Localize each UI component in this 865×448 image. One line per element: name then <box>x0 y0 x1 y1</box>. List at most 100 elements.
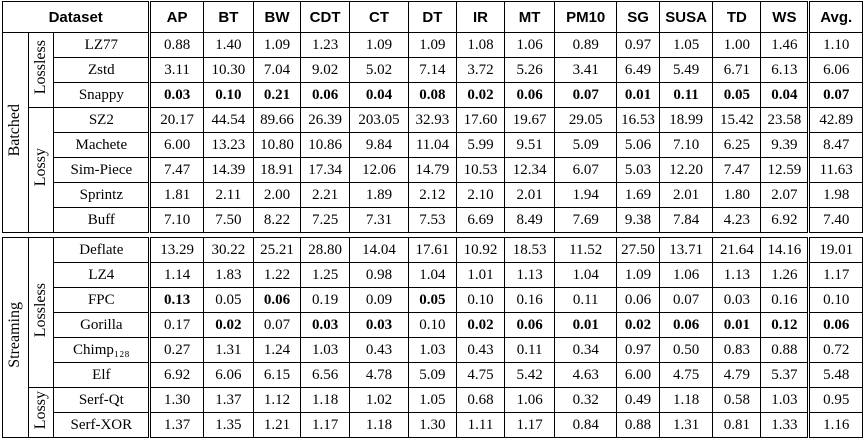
data-row: Sprintz 1.81 2.11 2.00 2.21 1.89 2.12 2.10 2.01 1… <box>3 182 863 208</box>
kind-label: Lossless <box>31 40 49 95</box>
mode-label: Batched <box>6 103 24 157</box>
table-body: Batched Lossless LZ77 0.88 1.40 1.09 1.23 1.09 1… <box>2 32 863 438</box>
value-cell: 1.31 <box>202 337 255 363</box>
data-row: Chimp₁₂₈ 0.27 1.31 1.24 1.03 0.43 1.03 0.43 0.11… <box>3 337 863 363</box>
value-cell: 0.01 <box>616 82 660 108</box>
value-cell: 0.19 <box>299 287 351 313</box>
value-cell: 17.61 <box>407 237 457 263</box>
value-cell: 13.29 <box>148 237 204 263</box>
value-cell: 1.46 <box>760 32 810 58</box>
value-cell: 0.43 <box>455 337 506 363</box>
value-cell: 0.05 <box>712 82 762 108</box>
value-cell: 0.06 <box>504 312 556 338</box>
value-cell: 9.02 <box>299 57 351 83</box>
value-cell: 0.16 <box>760 287 810 313</box>
column-header: SUSA <box>658 1 714 33</box>
value-cell: 14.16 <box>760 237 810 263</box>
method-name: Serf-Qt <box>53 387 151 413</box>
value-cell: 0.97 <box>616 32 660 58</box>
kind-cell: Lossless <box>27 237 55 388</box>
value-cell: 1.05 <box>407 387 457 413</box>
method-name: Sprintz <box>53 182 151 208</box>
value-cell: 1.00 <box>712 32 762 58</box>
value-cell: 0.10 <box>202 82 255 108</box>
value-cell: 6.13 <box>760 57 810 83</box>
method-name: Buff <box>53 207 151 233</box>
value-cell: 1.03 <box>299 337 351 363</box>
value-cell: 16.53 <box>616 107 660 133</box>
value-cell: 0.84 <box>554 412 618 438</box>
value-cell: 0.88 <box>148 32 204 58</box>
value-cell: 0.11 <box>554 287 618 313</box>
column-header: SG <box>616 1 660 33</box>
value-cell: 1.30 <box>407 412 457 438</box>
value-cell: 1.37 <box>148 412 204 438</box>
kind-cell: Lossy <box>27 387 55 438</box>
data-row: LZ4 1.14 1.83 1.22 1.25 0.98 1.04 1.01 1.13 1.04 1… <box>3 262 863 288</box>
value-cell: 1.89 <box>349 182 409 208</box>
value-cell: 1.98 <box>807 182 863 208</box>
value-cell: 2.07 <box>760 182 810 208</box>
value-cell: 1.12 <box>253 387 301 413</box>
value-cell: 0.98 <box>349 262 409 288</box>
value-cell: 5.99 <box>455 132 506 158</box>
value-cell: 7.47 <box>148 157 204 183</box>
value-cell: 2.01 <box>504 182 556 208</box>
value-cell: 0.10 <box>407 312 457 338</box>
value-cell: 1.06 <box>504 387 556 413</box>
value-cell: 1.06 <box>658 262 714 288</box>
value-cell: 25.21 <box>253 237 301 263</box>
value-cell: 7.10 <box>148 207 204 233</box>
value-cell: 2.12 <box>407 182 457 208</box>
value-cell: 1.17 <box>807 262 863 288</box>
value-cell: 6.92 <box>148 362 204 388</box>
value-cell: 2.11 <box>202 182 255 208</box>
value-cell: 0.03 <box>148 82 204 108</box>
value-cell: 0.17 <box>148 312 204 338</box>
value-cell: 0.06 <box>807 312 863 338</box>
dataset-header: Dataset <box>1 1 151 33</box>
value-cell: 13.71 <box>658 237 714 263</box>
value-cell: 3.41 <box>554 57 618 83</box>
value-cell: 3.11 <box>148 57 204 83</box>
value-cell: 10.53 <box>455 157 506 183</box>
kind-label: Lossy <box>31 390 49 430</box>
value-cell: 4.75 <box>455 362 506 388</box>
value-cell: 20.17 <box>148 107 204 133</box>
value-cell: 0.95 <box>807 387 863 413</box>
value-cell: 17.60 <box>455 107 506 133</box>
value-cell: 7.40 <box>807 207 863 233</box>
value-cell: 1.14 <box>148 262 204 288</box>
value-cell: 7.14 <box>407 57 457 83</box>
value-cell: 5.49 <box>658 57 714 83</box>
column-header: DT <box>407 1 457 33</box>
data-row: Lossy SZ2 20.17 44.54 89.66 26.39 203.05 32.93 1… <box>3 107 863 233</box>
data-row: Lossy Serf-Qt 1.30 1.37 1.12 1.18 1.02 1.05 0.68… <box>3 387 863 438</box>
value-cell: 5.26 <box>504 57 556 83</box>
value-cell: 1.35 <box>202 412 255 438</box>
value-cell: 2.01 <box>658 182 714 208</box>
value-cell: 203.05 <box>349 107 409 133</box>
value-cell: 1.81 <box>148 182 204 208</box>
value-cell: 0.11 <box>658 82 714 108</box>
value-cell: 0.09 <box>349 287 409 313</box>
value-cell: 0.03 <box>299 312 351 338</box>
value-cell: 6.00 <box>616 362 660 388</box>
value-cell: 12.20 <box>658 157 714 183</box>
value-cell: 6.49 <box>616 57 660 83</box>
value-cell: 0.05 <box>407 287 457 313</box>
value-cell: 1.30 <box>148 387 204 413</box>
value-cell: 14.04 <box>349 237 409 263</box>
value-cell: 1.03 <box>760 387 810 413</box>
value-cell: 9.38 <box>616 207 660 233</box>
value-cell: 0.03 <box>712 287 762 313</box>
value-cell: 1.69 <box>616 182 660 208</box>
method-name: LZ4 <box>53 262 151 288</box>
value-cell: 1.94 <box>554 182 618 208</box>
value-cell: 0.07 <box>807 82 863 108</box>
value-cell: 0.10 <box>455 287 506 313</box>
value-cell: 1.13 <box>712 262 762 288</box>
value-cell: 0.21 <box>253 82 301 108</box>
value-cell: 6.07 <box>554 157 618 183</box>
value-cell: 11.52 <box>554 237 618 263</box>
